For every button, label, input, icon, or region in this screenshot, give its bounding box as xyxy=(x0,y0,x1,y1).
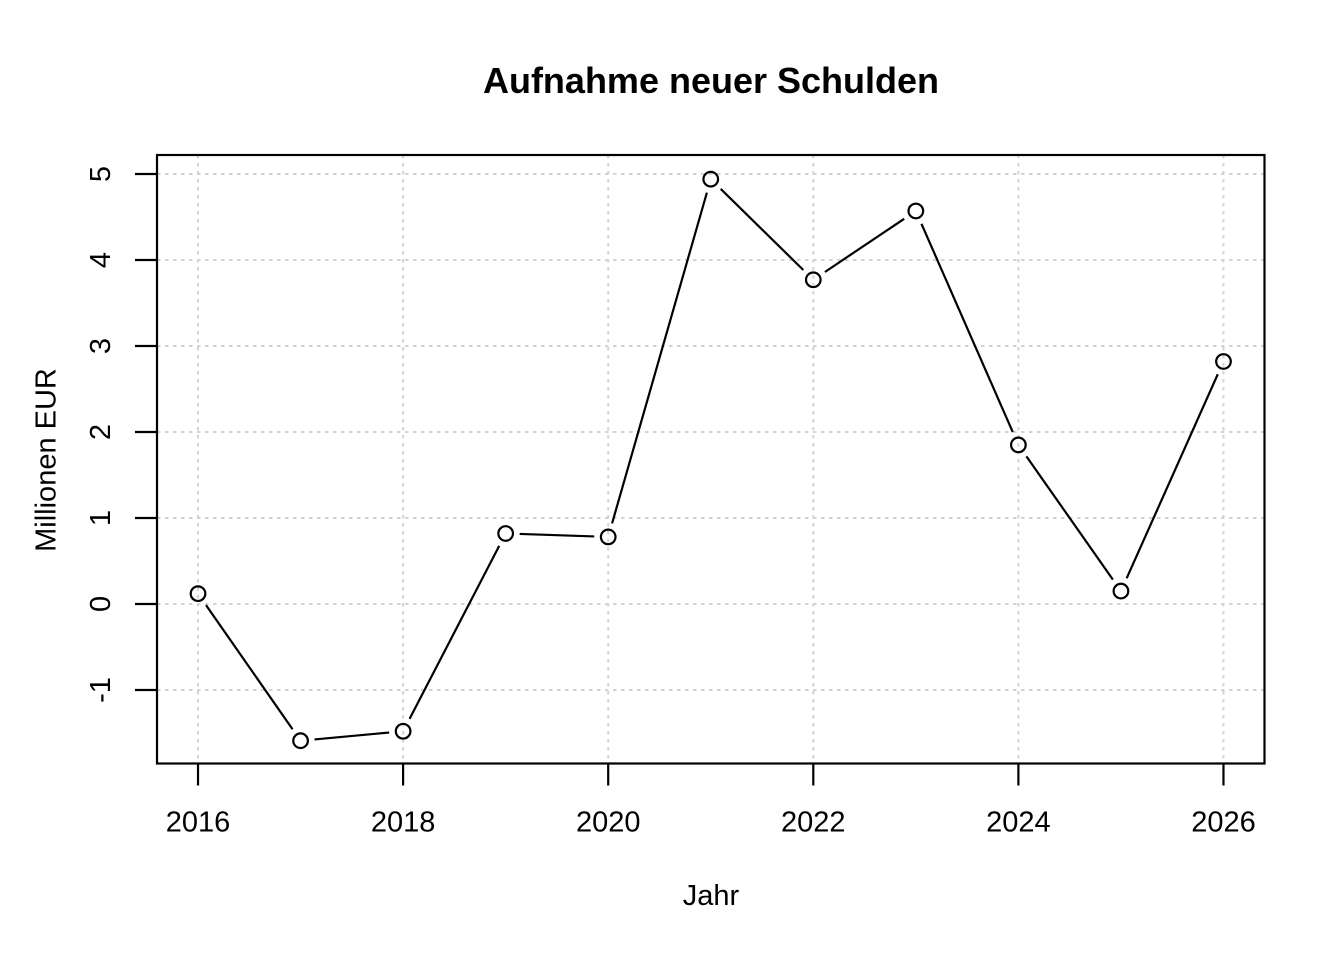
data-point xyxy=(189,585,207,603)
series-segment xyxy=(408,545,501,720)
data-point xyxy=(497,525,515,542)
y-tick-label: 2 xyxy=(85,424,117,440)
data-point xyxy=(1112,582,1130,600)
y-tick-label: 1 xyxy=(85,510,117,526)
x-tick-label: 2022 xyxy=(781,807,846,839)
data-point xyxy=(907,202,925,220)
x-tick-label: 2024 xyxy=(986,807,1051,839)
data-point xyxy=(702,170,720,188)
series-segment xyxy=(719,188,805,271)
x-tick-label: 2020 xyxy=(576,807,641,839)
y-tick-label: 0 xyxy=(85,596,117,612)
plot-border xyxy=(155,153,1266,765)
y-tick-label: -1 xyxy=(85,677,117,703)
data-point xyxy=(599,528,617,546)
data-point xyxy=(394,722,412,740)
series-segment xyxy=(205,604,294,730)
series-segment xyxy=(920,223,1014,433)
series-segment xyxy=(1025,455,1114,581)
series-segment xyxy=(824,217,905,273)
x-tick-label: 2016 xyxy=(166,807,231,839)
x-tick-label: 2026 xyxy=(1191,807,1256,839)
data-point xyxy=(1215,353,1232,370)
series-segment xyxy=(1125,373,1219,579)
y-axis-label: Millionen EUR xyxy=(30,368,63,552)
y-tick-label: 4 xyxy=(85,252,117,268)
series-segment xyxy=(314,731,390,741)
series-segment xyxy=(519,532,595,538)
data-point xyxy=(804,271,822,289)
y-tick-label: 3 xyxy=(85,338,117,354)
data-point xyxy=(292,732,309,750)
series-segment xyxy=(611,192,708,524)
y-tick-label: 5 xyxy=(85,166,117,182)
x-tick-label: 2018 xyxy=(371,807,436,839)
data-point xyxy=(1009,436,1027,454)
chart-title: Aufnahme neuer Schulden xyxy=(482,60,940,101)
x-axis-label: Jahr xyxy=(682,880,740,912)
